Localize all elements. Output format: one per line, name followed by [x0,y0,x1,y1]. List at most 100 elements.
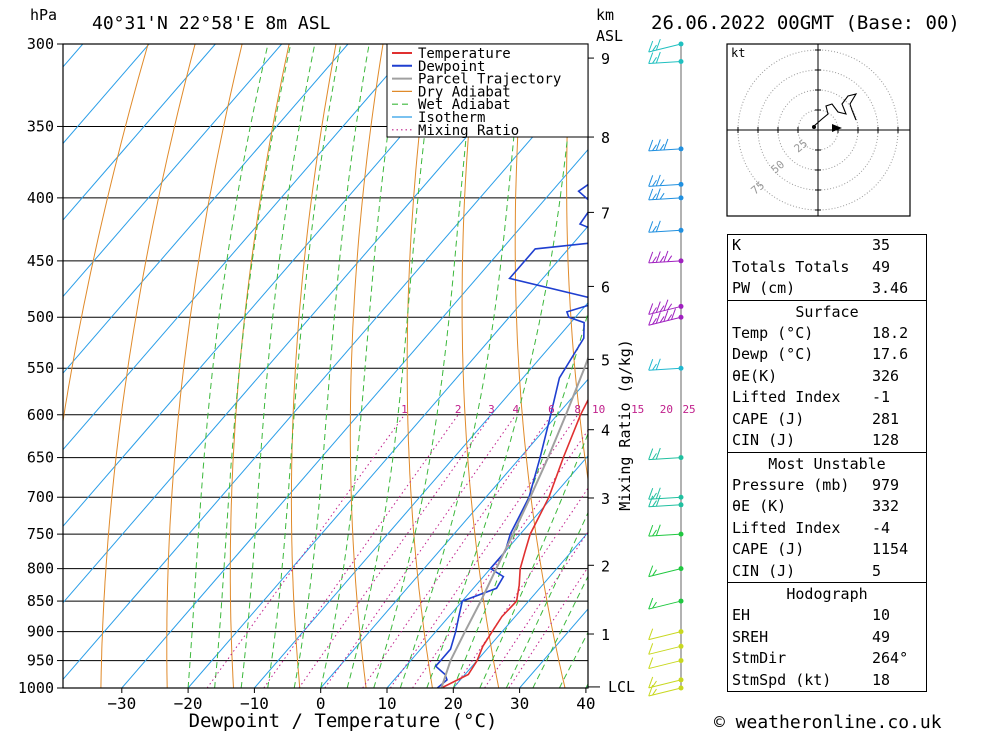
stat-label: Pressure (mb) [732,475,850,494]
x-axis-label: Dewpoint / Temperature (°C) [189,710,498,732]
km-tick-label: 6 [601,278,610,296]
hodograph-unit: kt [731,46,745,60]
stat-label: CAPE (J) [732,540,805,558]
mixing-ratio-line [412,429,588,688]
wind-barb [648,138,684,152]
stat-label: CIN (J) [732,561,796,580]
wind-barb [648,684,684,697]
stat-value: -4 [872,518,891,537]
stat-value: 10 [872,606,891,624]
mixing-ratio-line [508,566,588,688]
surface-stat-row: θE(K) 326 [728,366,926,388]
x-tick-label: 20 [444,694,463,713]
wet-adiabat-line [452,311,588,688]
stat-value: 18.2 [872,323,909,342]
km-tick-label: 8 [601,129,610,147]
hodograph-stat-row: StmSpd (kt) 18 [728,670,926,692]
legend-label: Parcel Trajectory [418,72,561,88]
hodograph-origin-point [812,125,816,129]
wind-profile [648,38,684,697]
wet-adiabat-line [320,44,402,688]
mixing-ratio-label: 10 [592,403,605,416]
wet-adiabat-line [187,44,269,688]
wet-adiabat-line [267,44,342,688]
isotherm-line [254,302,588,688]
lcl-label: LCL [608,678,635,696]
wind-barb [648,447,684,461]
mixing-ratio-line [484,530,588,688]
dry-adiabat-line [166,44,243,688]
mixing-ratio-line [453,487,588,688]
mixing-ratio-label: 20 [660,403,673,416]
temperature-profile [441,398,588,688]
most-unstable-header: Most Unstable [728,451,926,475]
wind-barb [648,188,684,201]
legend-label: Dry Adiabat [418,84,511,100]
mixing-ratio-line [206,414,405,688]
wind-barb [648,524,684,537]
wet-adiabat-line [532,575,588,688]
pressure-tick-label: 1000 [18,679,54,697]
km-tick-label: 9 [601,50,610,68]
wind-barb [648,657,684,670]
stat-label: Lifted Index [732,518,841,537]
general-stat-row: K 35 [728,235,926,257]
hodograph-stats-header: Hodograph [728,582,926,605]
wet-adiabat-line [293,44,370,688]
wind-barb [648,250,684,264]
x-tick-label: −10 [240,694,269,713]
mixing-ratio-line [389,414,579,688]
x-tick-label: 30 [510,694,529,713]
dry-adiabat-line [947,44,1000,688]
mixing-ratio-label: 15 [631,403,644,416]
pressure-tick-label: 900 [27,623,54,641]
legend-label: Dewpoint [418,59,485,75]
pressure-unit-label: hPa [30,6,57,24]
surface-stat-row: Lifted Index -1 [728,387,926,409]
stat-label: θE (K) [732,497,787,515]
mixing-ratio-label: 3 [488,403,495,416]
pressure-tick-label: 300 [27,35,54,53]
stat-value: 979 [872,475,900,494]
stat-label: StmSpd (kt) [732,670,832,689]
stat-value: 35 [872,236,891,254]
isotherm-line [452,531,588,688]
stat-label: θE(K) [732,366,778,385]
most-unstable-stat-row: Pressure (mb) 979 [728,475,926,497]
km-tick-label: 1 [601,626,610,644]
wet-adiabat-line [346,44,437,688]
isotherm-line [320,378,588,688]
stat-label: Dewp (°C) [732,345,814,363]
dry-adiabat-line [100,44,196,688]
general-stat-row: PW (cm) 3.46 [728,278,926,300]
copyright-credit: © weatheronline.co.uk [714,712,942,733]
stat-value: 326 [872,366,900,385]
hodograph-stat-row: EH 10 [728,605,926,627]
pressure-tick-label: 850 [27,592,54,610]
wind-barb [648,565,684,578]
dewpoint-profile [434,183,588,688]
pressure-tick-label: 600 [27,406,54,424]
wind-barb [648,676,684,689]
stat-label: CIN (J) [732,431,796,449]
isotherm-line [63,44,415,451]
km-unit-label: km [596,6,614,24]
stat-value: 281 [872,409,900,428]
pressure-tick-label: 550 [27,359,54,377]
mixing-ratio-label: 2 [455,403,462,416]
legend-label: Temperature [418,46,511,62]
dry-adiabat-line [229,44,290,688]
pressure-tick-label: 950 [27,652,54,670]
isotherm-line [63,44,216,221]
legend-label: Isotherm [418,110,485,126]
general-stat-row: Totals Totals 49 [728,257,926,279]
stat-value: 128 [872,431,900,449]
pressure-tick-label: 750 [27,525,54,543]
wet-adiabat-line [505,511,588,688]
isotherm-line [187,225,588,688]
isotherm-line [121,148,588,688]
pressure-tick-label: 650 [27,449,54,467]
wind-barb [648,299,684,315]
stat-label: EH [732,606,751,624]
stat-label: CAPE (J) [732,409,805,428]
